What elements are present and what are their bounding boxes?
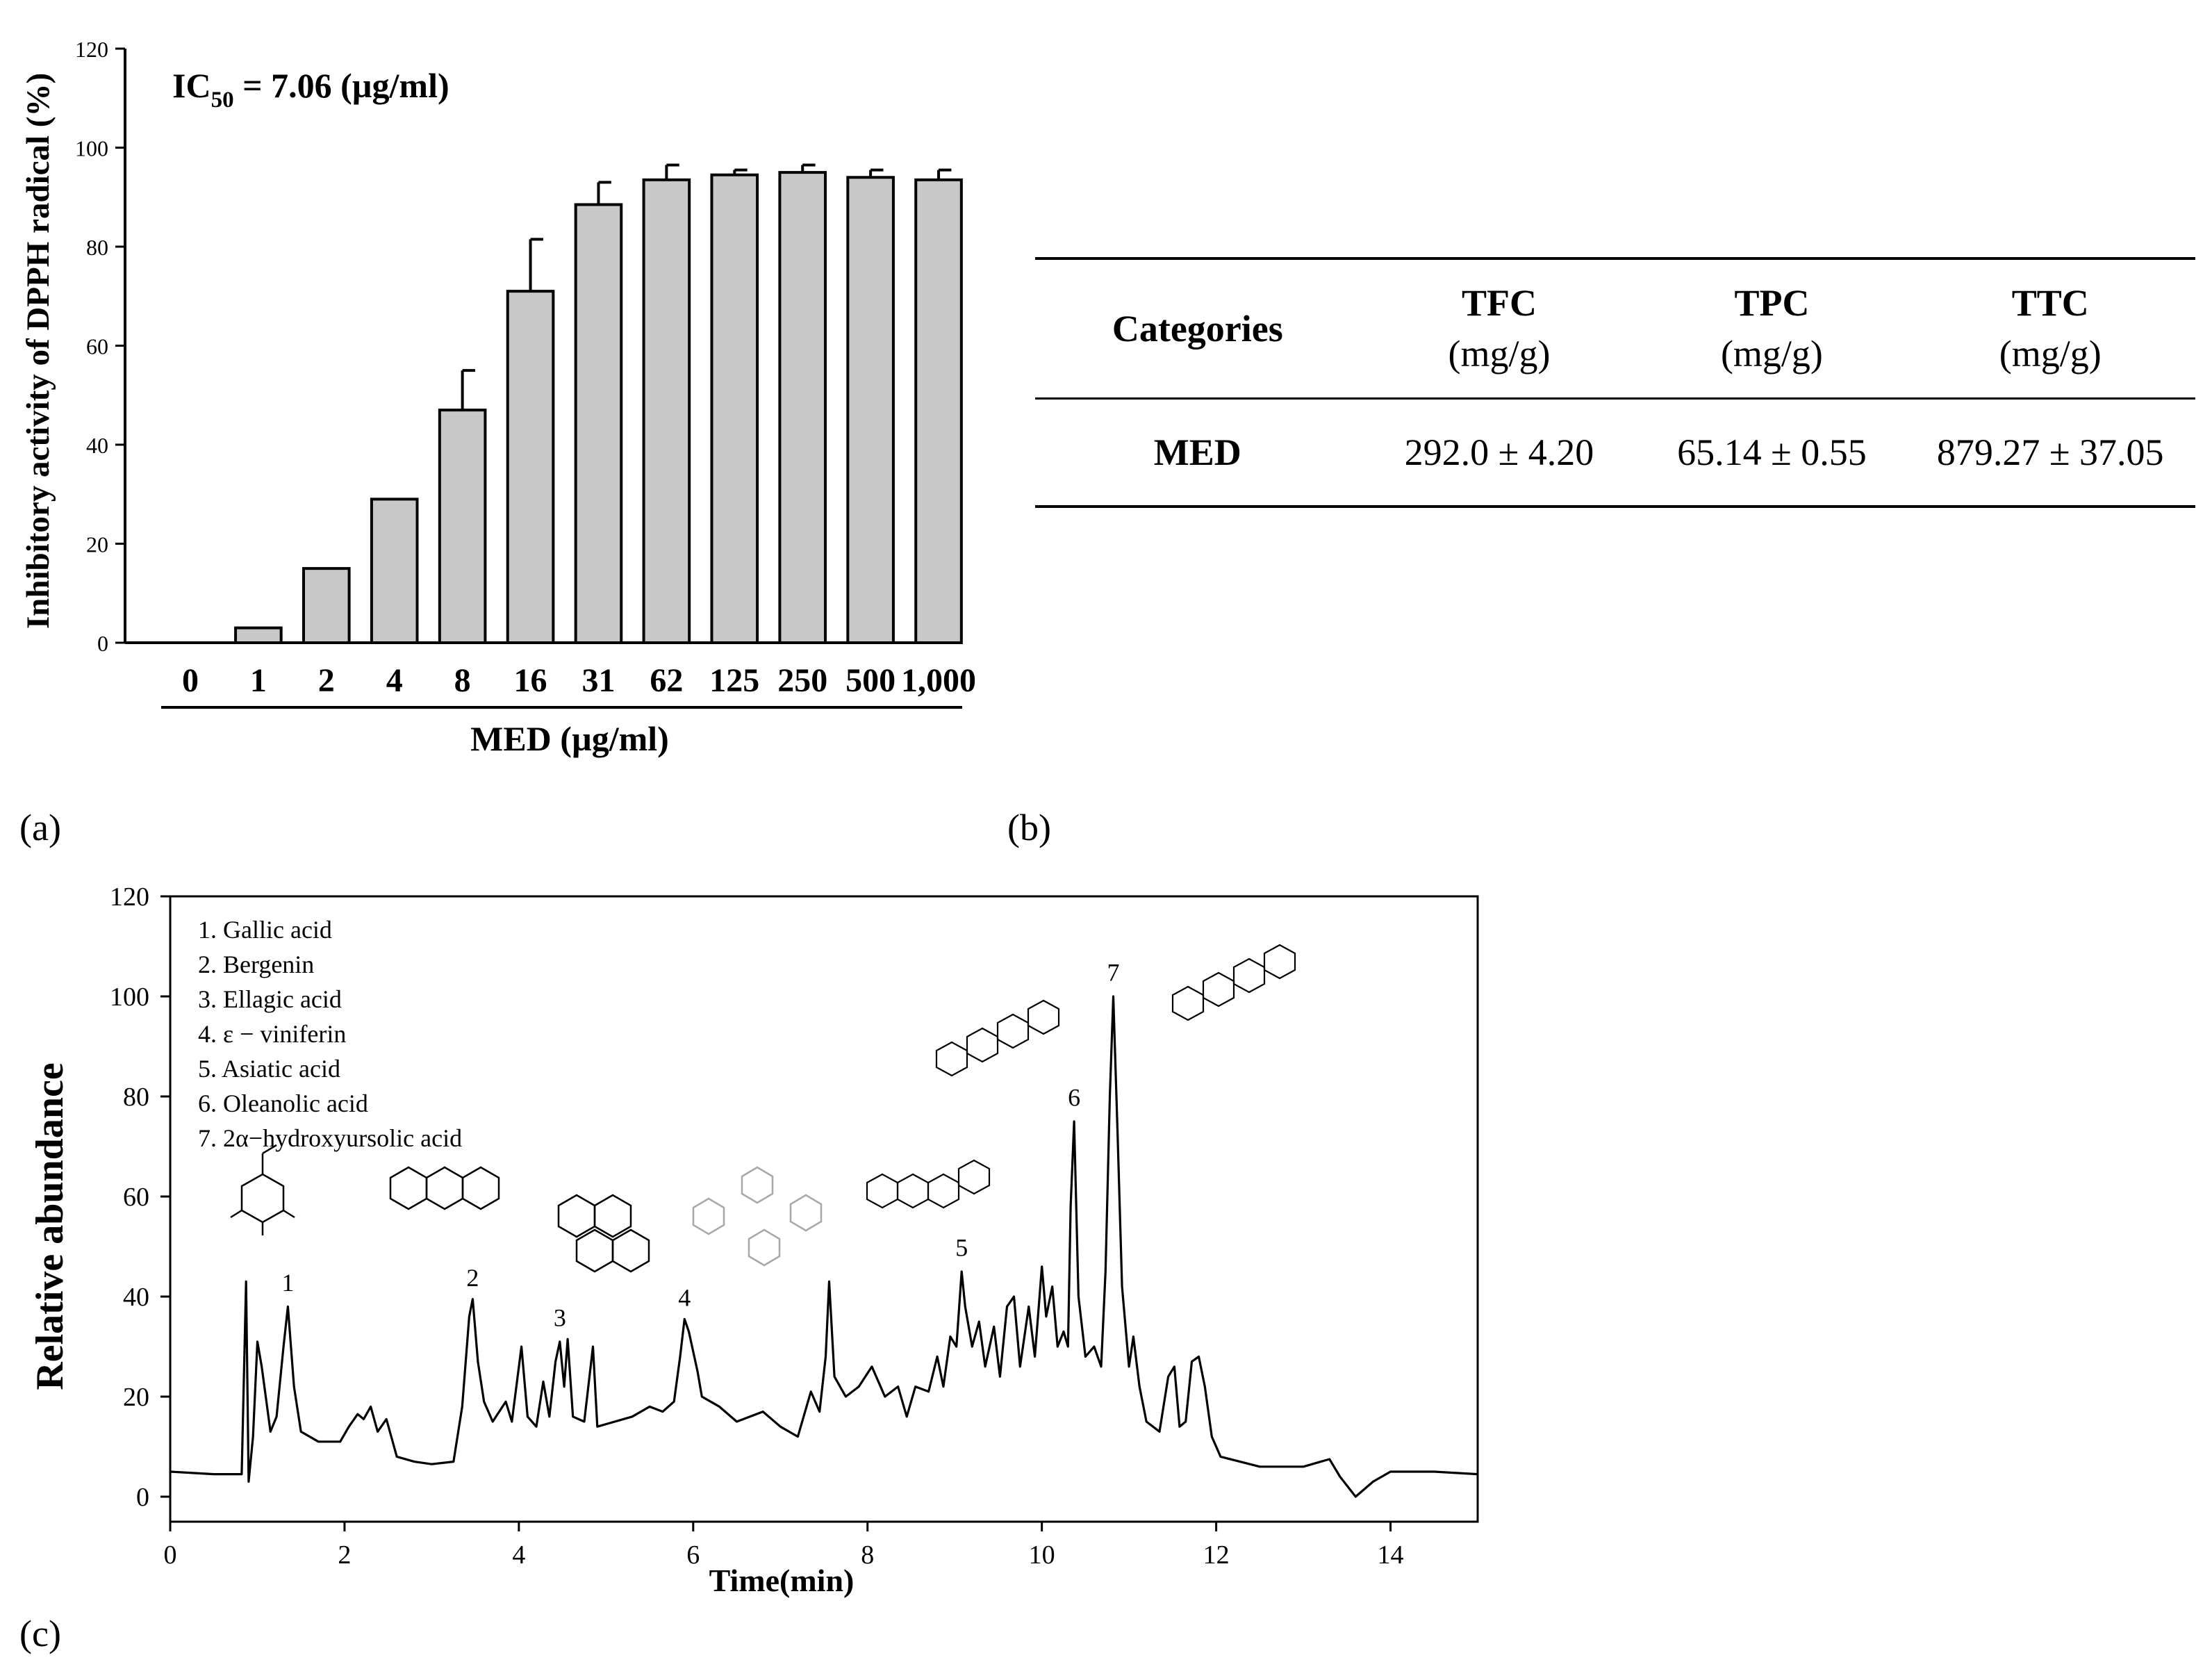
y-axis-label: Relative abundance: [28, 1062, 72, 1390]
y-tick-label: 60: [86, 334, 108, 359]
tfc-value: 292.0 ± 4.20: [1404, 431, 1594, 473]
peak-label: 6: [1068, 1084, 1080, 1112]
y-tick-label: 80: [86, 235, 108, 260]
bars: [234, 163, 963, 644]
x-tick-label: 8: [454, 662, 471, 699]
legend-entry: 2. Bergenin: [198, 951, 314, 978]
tpc-value: 65.14 ± 0.55: [1677, 431, 1867, 473]
peak-labels: 1 2 3 4 5 6 7: [281, 959, 1119, 1332]
x-tick-label: 1: [250, 662, 267, 699]
legend: 1. Gallic acid 2. Bergenin 3. Ellagic acid…: [198, 916, 462, 1152]
x-tick-label: 125: [709, 662, 759, 699]
dpph-bar-chart: IC50 = 7.06 (µg/ml) 0 20 40 60 80 100 120 0 1 2 4…: [20, 37, 976, 758]
header-categories: Categories: [1112, 307, 1283, 350]
table-row: MED 292.0 ± 4.20 65.14 ± 0.55 879.27 ± 3…: [1035, 399, 2195, 507]
panel-label-c: (c): [19, 1613, 61, 1654]
bar: [234, 626, 283, 644]
y-tick-label: 120: [75, 37, 108, 62]
legend-entry: 6. Oleanolic acid: [198, 1090, 368, 1117]
y-tick-label: 120: [110, 882, 149, 912]
row-label: MED: [1153, 431, 1241, 473]
panel-label-b: (b): [1007, 807, 1051, 848]
ttc-value: 879.27 ± 37.05: [1936, 431, 2164, 473]
bar: [506, 290, 555, 644]
asiatic-acid-structure: [866, 1159, 991, 1209]
ic50-annotation: IC50 = 7.06 (µg/ml): [172, 66, 449, 113]
x-tick-label: 2: [338, 1540, 351, 1570]
bar: [846, 176, 895, 644]
legend-entry: 1. Gallic acid: [198, 916, 332, 944]
hydroxyursolic-acid-structure: [1171, 944, 1296, 1021]
header-ttc: TTC (mg/g): [1999, 282, 2102, 375]
x-tick-label: 0: [182, 662, 199, 699]
legend-entry: 7. 2α−hydroxyursolic acid: [198, 1124, 462, 1152]
y-tick-label: 0: [97, 631, 108, 656]
bergenin-structure: [389, 1166, 500, 1210]
x-axis-label: Time(min): [709, 1563, 855, 1598]
peak-label: 4: [678, 1284, 691, 1312]
y-tick-label: 40: [86, 433, 108, 458]
x-tick-label: 4: [512, 1540, 525, 1570]
x-tick-label: 31: [581, 662, 615, 699]
y-tick-label: 40: [123, 1283, 149, 1312]
x-tick-label: 2: [318, 662, 335, 699]
phenolic-content-table: Categories TFC (mg/g) TPC (mg/g) TTC (mg/g)…: [1035, 257, 2195, 508]
y-tick-label: 60: [123, 1183, 149, 1212]
x-tick-label: 0: [164, 1540, 177, 1570]
peak-label: 3: [554, 1304, 566, 1331]
x-tick-label: 4: [386, 662, 403, 699]
bar: [302, 567, 351, 644]
x-tick-labels: 0 1 2 4 8 16 31 62 125 250 500 1,000: [182, 662, 976, 699]
bar: [370, 498, 419, 644]
x-tick-label: 14: [1378, 1540, 1404, 1570]
bar: [778, 171, 827, 644]
chromatogram-line: [170, 995, 1478, 1498]
x-tick-label: 10: [1029, 1540, 1055, 1570]
bar: [574, 203, 623, 644]
legend-entry: 4. ε − viniferin: [198, 1020, 346, 1048]
x-axis-label: MED (µg/ml): [470, 719, 669, 758]
peak-label: 5: [955, 1234, 968, 1262]
oleanolic-acid-structure: [935, 999, 1060, 1077]
y-tick-label: 100: [75, 136, 108, 161]
y-tick-label: 20: [123, 1383, 149, 1412]
viniferin-structure: [692, 1166, 823, 1267]
x-tick-label: 62: [650, 662, 683, 699]
bar: [710, 173, 759, 644]
y-tick-label: 80: [123, 1083, 149, 1112]
peak-label: 2: [466, 1264, 479, 1292]
ellagic-acid-structure: [557, 1194, 650, 1273]
bar: [914, 178, 963, 644]
x-tick-label: 12: [1203, 1540, 1230, 1570]
plot-frame: [169, 895, 1479, 1523]
legend-entry: 5. Asiatic acid: [198, 1055, 340, 1083]
x-tick-label: 6: [686, 1540, 700, 1570]
y-tick-label: 20: [86, 532, 108, 557]
header-tpc: TPC (mg/g): [1720, 282, 1823, 375]
panel-label-a: (a): [19, 807, 61, 848]
x-tick-label: 250: [777, 662, 827, 699]
header-tfc: TFC (mg/g): [1448, 282, 1551, 375]
table-header-row: Categories TFC (mg/g) TPC (mg/g) TTC (mg/g): [1035, 258, 2195, 399]
peak-label: 7: [1107, 959, 1120, 987]
x-tick-label: 1,000: [901, 662, 976, 699]
x-tick-label: 500: [845, 662, 895, 699]
bar: [438, 409, 487, 644]
x-tick-label: 8: [861, 1540, 874, 1570]
y-tick-label: 100: [110, 983, 149, 1012]
bar: [642, 178, 691, 644]
gallic-acid-structure: [230, 1144, 295, 1235]
legend-entry: 3. Ellagic acid: [198, 985, 342, 1013]
peak-label: 1: [281, 1269, 294, 1297]
y-tick-label: 0: [136, 1483, 149, 1512]
y-axis-label: Inhibitory activity of DPPH radical (%): [20, 73, 56, 629]
x-tick-label: 16: [514, 662, 547, 699]
